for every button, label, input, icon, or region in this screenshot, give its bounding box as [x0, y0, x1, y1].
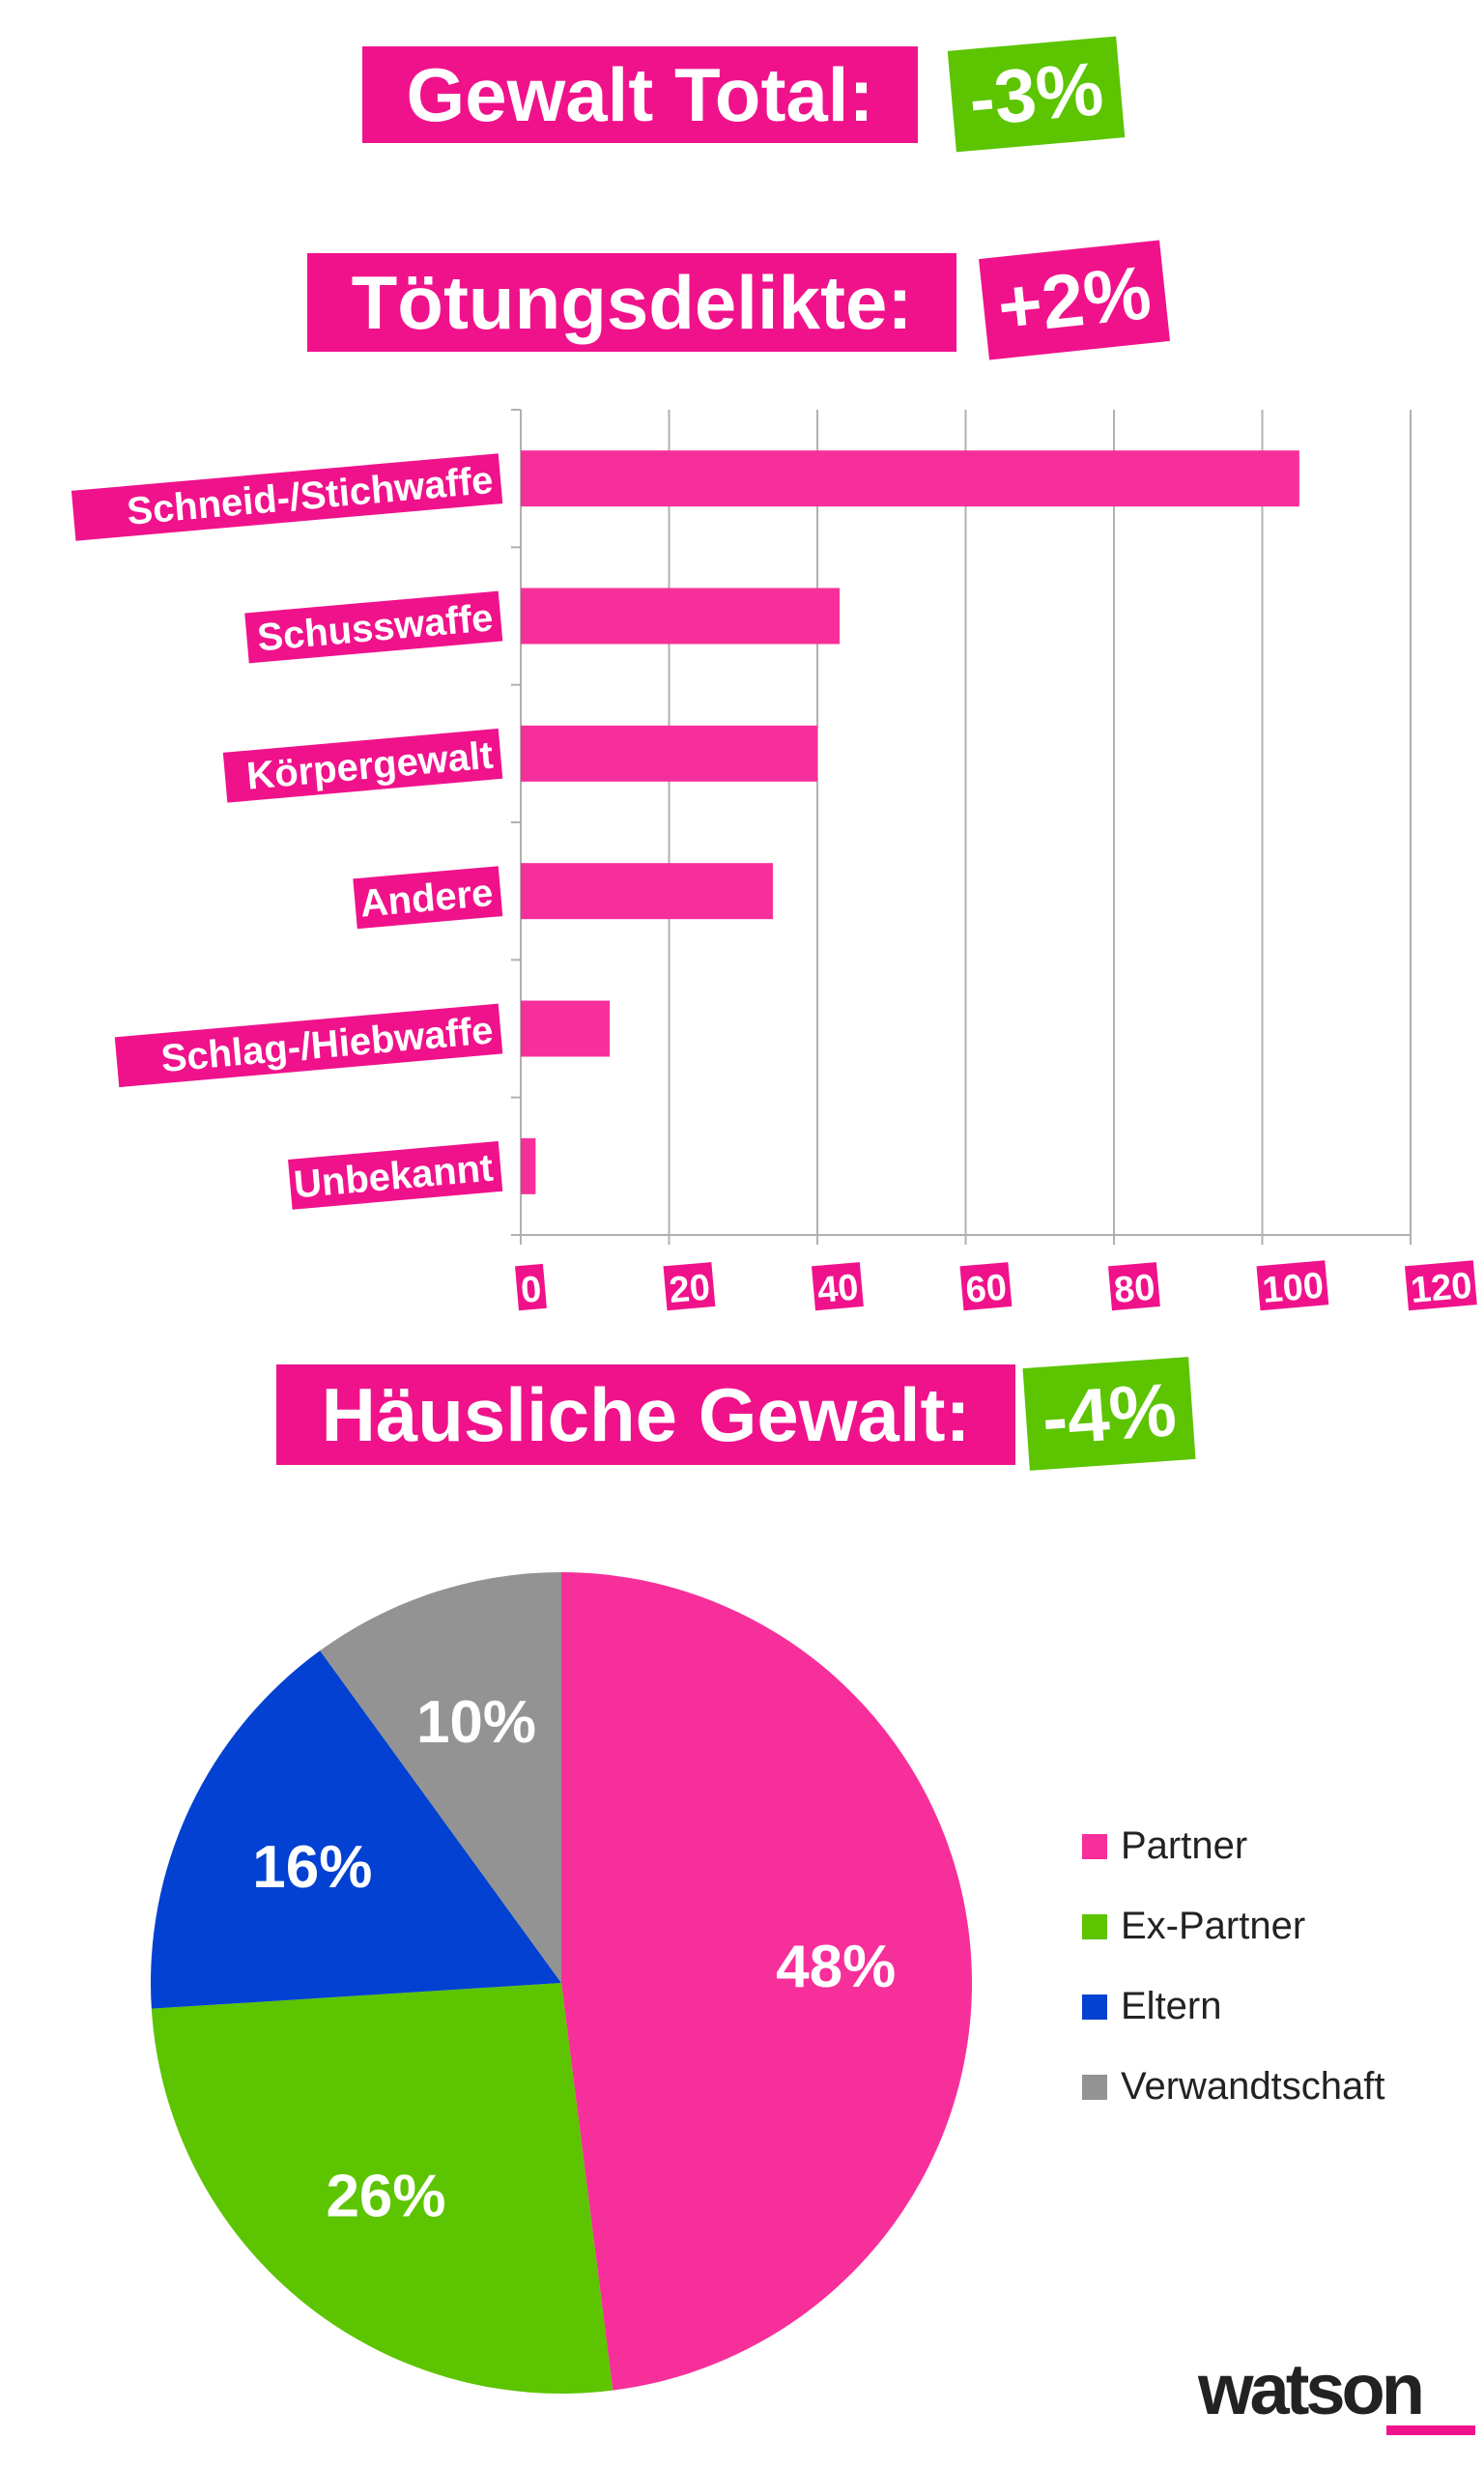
header-gewalt-total: Gewalt Total: [362, 46, 918, 143]
pie-slice [151, 1983, 614, 2394]
legend-label: Eltern [1121, 1985, 1222, 2027]
bar-chart: 0 20 40 60 80 100 120Schneid-/StichwaffeSchuss… [71, 409, 1477, 1311]
legend-label: Ex-Partner [1121, 1905, 1306, 1947]
header-haeusliche-gewalt: Häusliche Gewalt: [276, 1364, 1015, 1465]
bar [521, 725, 817, 782]
category-label-bg [353, 866, 503, 930]
pie-slice-label: 26% [326, 2163, 445, 2229]
watson-logo: watson [1198, 2349, 1425, 2429]
x-tick-label-group: 120 [1405, 1260, 1477, 1311]
legend-swatch [1082, 1913, 1107, 1939]
x-tick-label: 80 [1112, 1267, 1156, 1311]
category-label-group: Andere [353, 866, 503, 930]
pie-slice [151, 1650, 561, 2009]
header-toetung-label: Tötungsdelikte: [351, 259, 913, 345]
pie-slice [561, 1572, 972, 2391]
x-tick-label-bg [663, 1262, 716, 1311]
pie-slice-label: 10% [416, 1689, 536, 1756]
x-tick-label-group: 40 [812, 1262, 864, 1311]
x-tick-label: 0 [519, 1269, 543, 1311]
legend-label: Verwandtschaft [1121, 2065, 1385, 2108]
x-tick-label-bg [1256, 1260, 1329, 1311]
bar [521, 863, 773, 920]
category-label-bg [71, 453, 503, 541]
x-tick-label-bg [1108, 1262, 1160, 1311]
x-tick-label-group: 80 [1108, 1262, 1160, 1311]
logo-underline [1386, 2425, 1475, 2435]
x-tick-label: 120 [1409, 1266, 1473, 1311]
bar [521, 1000, 611, 1057]
x-tick-label: 40 [815, 1267, 860, 1311]
x-tick-label-group: 0 [515, 1263, 547, 1311]
pie-slice-label: 16% [252, 1834, 372, 1901]
category-label-bg [244, 590, 503, 664]
header-gewalt-total-label: Gewalt Total: [406, 51, 874, 137]
bar [521, 1137, 536, 1194]
category-label-bg [288, 1140, 503, 1210]
category-label-group: Unbekannt [288, 1140, 503, 1210]
x-tick-label-group: 20 [663, 1262, 716, 1311]
legend-item: Ex-Partner [1082, 1905, 1305, 1948]
bar [521, 588, 841, 645]
legend-item: Verwandtschaft [1082, 2065, 1385, 2109]
x-tick-label-bg [515, 1263, 547, 1311]
pie-slice-label: 48% [776, 1934, 896, 2000]
legend-swatch [1082, 1994, 1107, 2020]
legend-swatch [1082, 2074, 1107, 2100]
x-tick-label-group: 60 [959, 1262, 1013, 1311]
pie-slice [320, 1572, 561, 1983]
legend-swatch [1082, 1833, 1107, 1859]
x-tick-label-bg [812, 1262, 864, 1311]
legend-item: Partner [1082, 1824, 1247, 1868]
x-tick-label-group: 100 [1256, 1260, 1329, 1311]
header-haeuslich-label: Häusliche Gewalt: [321, 1371, 971, 1457]
bar [521, 450, 1299, 507]
legend-item: Eltern [1082, 1985, 1222, 2028]
category-label-bg [114, 1003, 503, 1088]
x-tick-label: 60 [964, 1267, 1009, 1311]
legend-label: Partner [1121, 1824, 1248, 1867]
category-label-bg [222, 728, 503, 803]
x-tick-label: 100 [1261, 1266, 1326, 1311]
x-tick-label-bg [1405, 1260, 1477, 1311]
x-tick-label-bg [959, 1262, 1013, 1311]
header-toetungsdelikte: Tötungsdelikte: [307, 253, 956, 352]
x-tick-label: 20 [668, 1267, 712, 1311]
